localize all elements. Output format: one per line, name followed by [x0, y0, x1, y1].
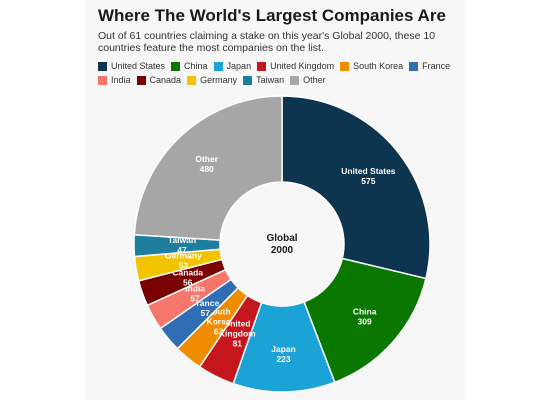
legend-label: Taiwan	[256, 75, 285, 85]
slice-label: France	[191, 298, 219, 308]
legend-label: Japan	[226, 61, 252, 71]
legend-swatch	[257, 61, 267, 71]
legend-item: France	[409, 61, 450, 71]
slice-label: United	[224, 318, 250, 328]
slice-label: 57	[190, 293, 200, 303]
slice-label: Kingdom	[219, 328, 256, 338]
slice-label: 575	[361, 176, 375, 186]
legend-item: Other	[290, 75, 326, 85]
slice-label: China	[353, 307, 377, 317]
legend-label: Other	[303, 75, 326, 85]
slice-label: United States	[341, 166, 396, 176]
legend-swatch	[340, 61, 350, 71]
legend-row: United States China Japan United Kingdom Sou…	[98, 59, 468, 73]
pie-slice	[303, 257, 427, 384]
slice-label: 57	[201, 308, 211, 318]
slice-label: Taiwan	[168, 235, 196, 245]
legend-label: France	[422, 61, 451, 71]
slice-label: 62	[214, 326, 224, 336]
center-label: 2000	[271, 245, 294, 256]
legend-swatch	[290, 75, 300, 85]
slice-label: Canada	[172, 267, 203, 277]
legend-item: United States	[98, 61, 165, 71]
legend-swatch	[98, 75, 107, 85]
legend-swatch	[187, 75, 197, 85]
slice-label: 47	[177, 245, 187, 255]
chart-title: Where The World's Largest Companies Are	[98, 6, 446, 25]
legend-swatch	[171, 61, 181, 71]
legend-label: China	[184, 61, 208, 71]
slice-label: 53	[179, 261, 189, 271]
slice-label: Japan	[271, 344, 296, 354]
slice-label: South	[206, 306, 230, 316]
legend-item: Taiwan	[243, 75, 284, 85]
legend-label: United States	[111, 61, 166, 71]
legend-swatch	[98, 61, 107, 71]
legend-item: China	[171, 61, 208, 71]
slice-label: Germany	[165, 251, 202, 261]
legend-label: Canada	[149, 75, 182, 85]
legend-item: United Kingdom	[257, 61, 334, 71]
slice-label: India	[185, 283, 205, 293]
chart-subtitle: Out of 61 countries claiming a stake on …	[98, 30, 436, 54]
legend-label: Germany	[200, 75, 238, 85]
legend-label: South Korea	[353, 61, 404, 71]
legend-row: India Canada Germany Taiwan Other	[98, 73, 468, 87]
slice-label: 81	[233, 338, 243, 348]
legend-item: South Korea	[340, 61, 403, 71]
slice-label: 480	[200, 164, 214, 174]
slice-label: Korea	[206, 316, 230, 326]
legend-item: Canada	[136, 75, 182, 85]
slice-label: Other	[195, 154, 218, 164]
slice-label: 56	[183, 277, 193, 287]
pie-slice	[133, 95, 283, 241]
pie-slice	[281, 95, 431, 280]
slice-label: 223	[276, 354, 290, 364]
legend-item: Germany	[187, 75, 237, 85]
legend-swatch	[243, 75, 253, 85]
legend-label: United Kingdom	[270, 61, 335, 71]
slice-label: 309	[358, 317, 372, 327]
legend-swatch	[136, 75, 146, 85]
legend-label: India	[111, 75, 131, 85]
legend-swatch	[409, 61, 419, 71]
legend-item: Japan	[213, 61, 252, 71]
legend: United States China Japan United Kingdom Sou…	[98, 59, 468, 87]
center-label: Global	[266, 233, 297, 244]
legend-swatch	[213, 61, 223, 71]
legend-item: India	[98, 75, 131, 85]
